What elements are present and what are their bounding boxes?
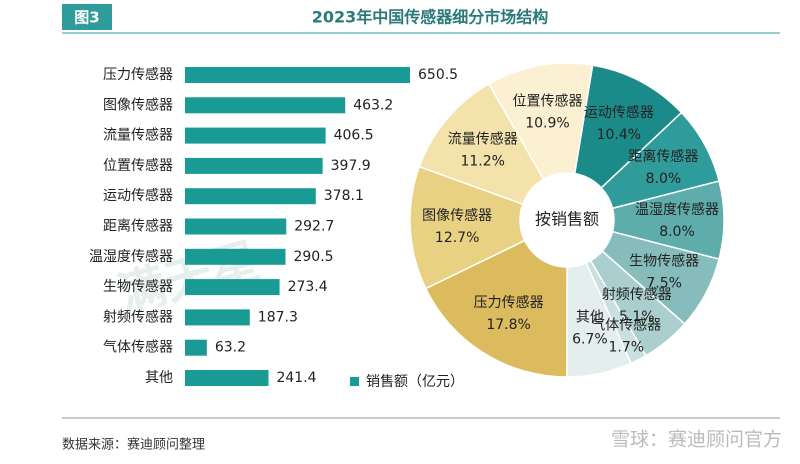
- pie-slice: [418, 82, 545, 206]
- legend-label: 销售额（亿元）: [366, 374, 464, 390]
- slice-label: 压力传感器: [474, 294, 544, 311]
- value-label: 378.1: [324, 188, 364, 204]
- source-note: 数据来源：赛迪顾问整理: [62, 437, 205, 453]
- bar: [185, 157, 323, 174]
- value-label: 10.4%: [597, 127, 641, 143]
- value-label: 11.2%: [460, 153, 504, 169]
- bar: [185, 370, 269, 386]
- slice-label: 温湿度传感器: [635, 201, 719, 218]
- slice-label: 位置传感器: [512, 93, 582, 110]
- bar: [185, 279, 280, 296]
- y-tick-label: 距离传感器: [103, 218, 173, 235]
- figure-label: 图3: [74, 9, 99, 27]
- value-label: 273.4: [288, 279, 328, 295]
- y-tick-label: 生物传感器: [103, 278, 173, 295]
- value-label: 10.9%: [525, 116, 569, 132]
- slice-label: 气体传感器: [591, 317, 661, 334]
- pie-slice: [424, 239, 568, 378]
- slice-label: 其他: [576, 310, 604, 326]
- y-tick-label: 流量传感器: [103, 127, 173, 144]
- slice-label: 距离传感器: [628, 148, 698, 165]
- y-tick-label: 其他: [145, 370, 173, 386]
- value-label: 8.0%: [646, 171, 682, 187]
- value-label: 7.5%: [646, 276, 682, 292]
- y-tick-label: 压力传感器: [103, 66, 173, 83]
- slice-label: 生物传感器: [629, 253, 699, 270]
- y-tick-label: 射频传感器: [103, 308, 173, 325]
- value-label: 6.7%: [572, 332, 608, 348]
- center-label: 按销售额: [535, 210, 599, 229]
- value-label: 8.0%: [659, 224, 695, 240]
- value-label: 17.8%: [486, 317, 530, 333]
- value-label: 397.9: [331, 158, 371, 174]
- y-tick-label: 图像传感器: [103, 96, 173, 113]
- bar: [185, 67, 410, 83]
- value-label: 63.2: [215, 340, 246, 356]
- value-label: 292.7: [294, 219, 334, 235]
- value-label: 1.7%: [609, 340, 645, 356]
- value-label: 12.7%: [435, 230, 479, 246]
- chart-title: 2023年中国传感器细分市场结构: [312, 8, 549, 27]
- bar: [185, 97, 346, 114]
- slice-label: 图像传感器: [422, 207, 492, 224]
- bar: [185, 248, 286, 265]
- y-tick-label: 气体传感器: [103, 339, 173, 356]
- pie-slice: [487, 62, 594, 181]
- y-tick-label: 温湿度传感器: [89, 248, 173, 265]
- pie-slice: [409, 165, 526, 290]
- value-label: 463.2: [353, 97, 393, 113]
- slice-label: 流量传感器: [448, 130, 518, 147]
- bar: [185, 218, 287, 235]
- legend-swatch: [350, 377, 359, 386]
- bar: [185, 309, 250, 326]
- value-label: 187.3: [258, 309, 298, 325]
- value-label: 290.5: [293, 249, 333, 265]
- donut-hole: [521, 174, 613, 266]
- bar: [185, 339, 207, 356]
- bar: [185, 188, 316, 205]
- value-label: 650.5: [418, 67, 458, 83]
- watermark: 雪球：赛迪顾问官方: [611, 429, 782, 451]
- value-label: 406.5: [334, 128, 374, 144]
- figure-badge: [62, 4, 112, 30]
- value-label: 241.4: [276, 370, 316, 386]
- slice-label: 射频传感器: [602, 286, 672, 303]
- y-tick-label: 位置传感器: [103, 157, 173, 174]
- value-label: 5.1%: [619, 309, 655, 325]
- y-tick-label: 运动传感器: [103, 187, 173, 204]
- slice-label: 运动传感器: [584, 104, 654, 121]
- bar: [185, 127, 326, 144]
